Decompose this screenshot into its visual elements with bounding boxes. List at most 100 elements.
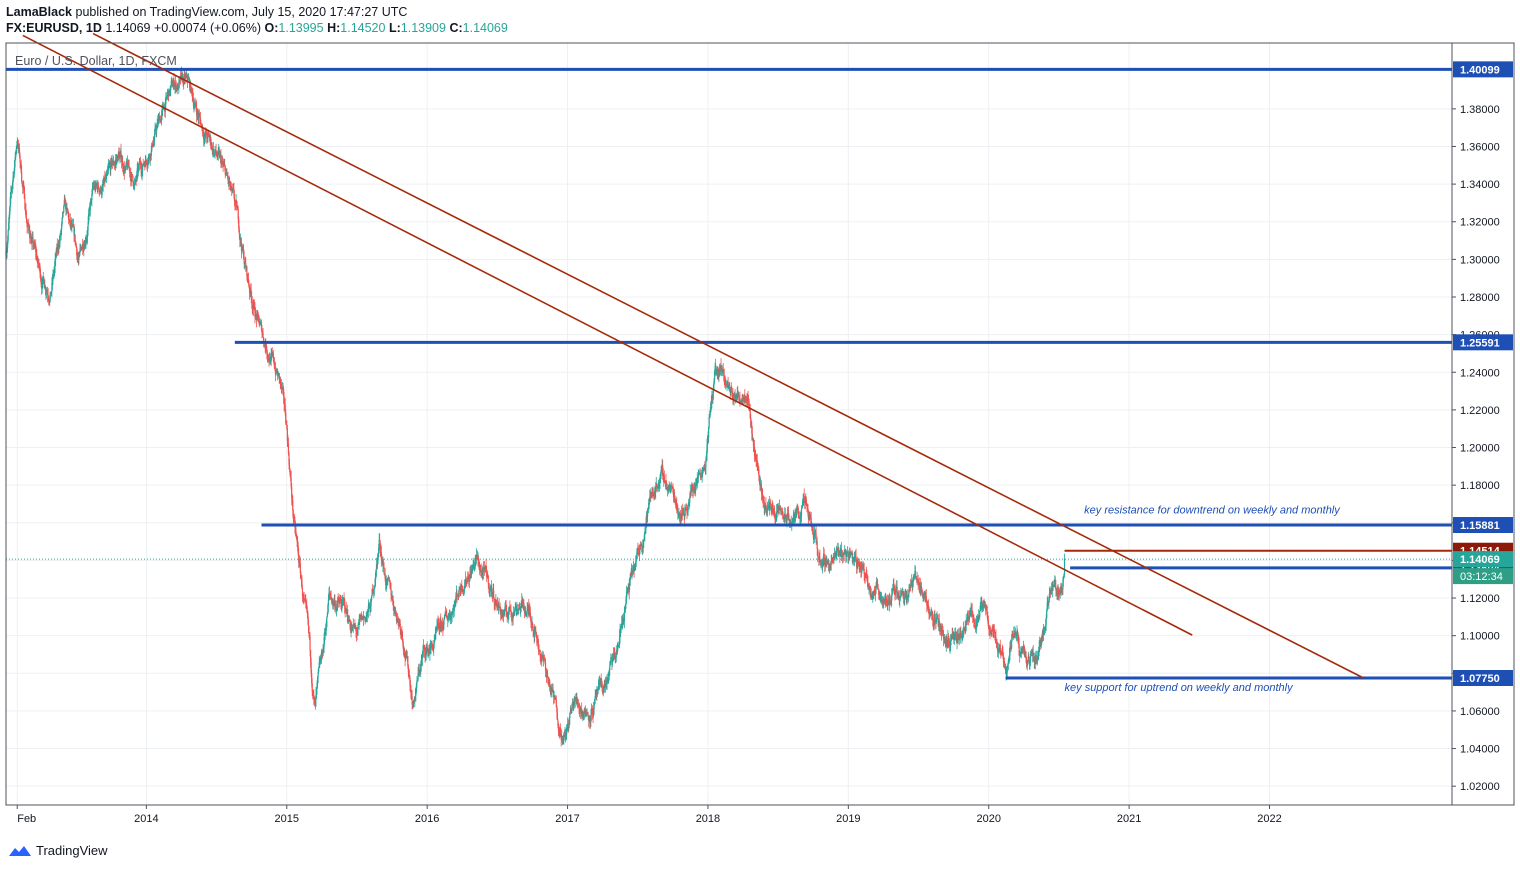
candle-body xyxy=(367,611,369,613)
price-axis[interactable]: 1.020001.040001.060001.080001.100001.120… xyxy=(1452,61,1513,793)
candle-body xyxy=(320,652,322,660)
candle-body xyxy=(373,589,375,592)
candle-body xyxy=(866,574,868,578)
candle-body xyxy=(995,640,998,642)
countdown-bg xyxy=(1453,568,1513,585)
candle-body xyxy=(515,606,517,611)
candle-body xyxy=(217,151,219,154)
candle-body xyxy=(43,277,45,284)
candle-body xyxy=(793,519,796,520)
candle-body xyxy=(718,375,720,377)
high-label: H: xyxy=(327,21,341,35)
candle-body xyxy=(520,606,522,611)
candle-body xyxy=(1021,646,1024,651)
candle-body xyxy=(161,109,163,115)
chart-header: LamaBlack published on TradingView.com, … xyxy=(6,4,508,36)
tradingview-footer[interactable]: TradingView xyxy=(8,843,108,858)
candle-body xyxy=(999,644,1001,649)
candle-body xyxy=(719,368,721,371)
candle-body xyxy=(325,630,327,632)
candle-body xyxy=(765,504,767,510)
candle-body xyxy=(643,539,645,541)
candle-body xyxy=(272,352,274,358)
candle-body xyxy=(357,624,359,630)
candle-body xyxy=(1044,627,1046,628)
candles xyxy=(5,66,1066,747)
candle-body xyxy=(1007,660,1009,664)
candle-body xyxy=(245,263,247,269)
candle-body xyxy=(358,619,360,623)
level-price-label-bg xyxy=(1453,517,1513,534)
candle-body xyxy=(230,182,232,188)
candle-body xyxy=(38,263,40,266)
candle-body xyxy=(670,486,672,489)
candle-body xyxy=(509,609,512,611)
candle-body xyxy=(615,651,617,658)
candle-body xyxy=(562,740,564,743)
candle-body xyxy=(393,610,395,612)
candle-body xyxy=(698,472,700,475)
x-tick-label: 2019 xyxy=(836,813,860,825)
candle-body xyxy=(97,184,99,187)
candle-body xyxy=(993,628,995,633)
candle-body xyxy=(1004,663,1006,670)
candle-body xyxy=(591,711,594,715)
candle-body xyxy=(308,634,311,637)
candle-body xyxy=(629,574,631,580)
candle-body xyxy=(558,730,561,735)
candle-body xyxy=(422,646,425,651)
candle-body xyxy=(478,563,480,569)
candle-body xyxy=(123,168,125,173)
candle-body xyxy=(382,563,385,567)
candle-body xyxy=(61,217,63,224)
candle-body xyxy=(766,508,769,510)
candle-body xyxy=(692,488,694,491)
candle-body xyxy=(493,597,495,604)
candle-body xyxy=(529,609,531,613)
candle-body xyxy=(313,697,315,700)
candle-body xyxy=(341,600,344,604)
candle-body xyxy=(1043,629,1045,631)
candle-body xyxy=(233,188,235,196)
y-tick-label: 1.30000 xyxy=(1460,254,1500,266)
candle-body xyxy=(702,471,704,473)
candle-body xyxy=(437,621,439,625)
candle-body xyxy=(892,587,894,590)
candle-body xyxy=(364,616,366,621)
candle-body xyxy=(23,187,25,199)
candle-body xyxy=(1000,653,1002,654)
candle-body xyxy=(798,513,800,516)
candle-body xyxy=(22,183,24,187)
candle-body xyxy=(747,395,749,402)
candle-body xyxy=(764,507,766,509)
candle-body xyxy=(994,632,996,639)
candle-body xyxy=(908,585,911,592)
candle-body xyxy=(330,596,332,598)
candle-body xyxy=(603,688,605,691)
candle-body xyxy=(149,153,151,159)
candle-body xyxy=(893,585,895,590)
candle-body xyxy=(740,399,743,403)
candle-body xyxy=(199,117,202,124)
candle-body xyxy=(249,288,251,293)
candle-body xyxy=(14,157,16,161)
candle-body xyxy=(292,500,294,511)
candle-body xyxy=(701,472,703,479)
candle-body xyxy=(147,161,149,166)
candle-body xyxy=(555,698,557,700)
candle-body xyxy=(380,550,382,553)
publisher-name[interactable]: LamaBlack xyxy=(6,5,73,19)
candle-body xyxy=(860,567,863,573)
candle-body xyxy=(610,657,612,661)
candle-body xyxy=(656,483,658,486)
candle-body xyxy=(230,187,232,191)
candle-body xyxy=(191,89,193,96)
candle-body xyxy=(168,89,170,97)
candle-body xyxy=(996,641,998,648)
time-axis[interactable]: Feb 2014 2015 2016 2017 2018 2019 2020 2021 2022 xyxy=(16,805,1282,825)
candle-body xyxy=(402,646,405,652)
candle-body xyxy=(996,647,999,651)
candle-body xyxy=(373,587,375,590)
candle-body xyxy=(971,610,973,613)
